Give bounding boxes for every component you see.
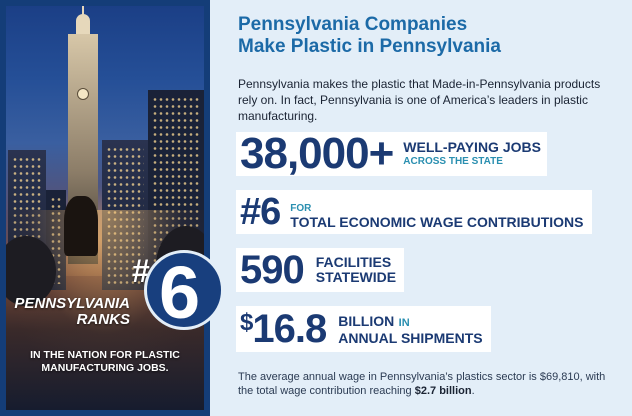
rank-badge: 6 bbox=[144, 250, 224, 334]
footnote-end: . bbox=[471, 385, 475, 397]
stat-shipments-label2: ANNUAL SHIPMENTS bbox=[338, 329, 483, 346]
stat-shipments-labels: BILLION IN ANNUAL SHIPMENTS bbox=[338, 313, 482, 346]
stat-rank-label1: FOR bbox=[290, 203, 312, 214]
tower-spire bbox=[82, 6, 84, 16]
wage-footnote: The average annual wage in Pennsylvania’… bbox=[238, 370, 618, 398]
stat-facilities-labels: FACILITIES STATEWIDE bbox=[316, 255, 396, 285]
stat-jobs-value: 38,000+ bbox=[240, 129, 394, 178]
rank-label-line2: RANKS bbox=[76, 311, 130, 328]
tree-left bbox=[6, 236, 56, 306]
stat-rank-labels: FOR TOTAL ECONOMIC WAGE CONTRIBUTIONS bbox=[290, 202, 583, 230]
rank-note: IN THE NATION FOR PLASTIC MANUFACTURING … bbox=[6, 349, 204, 375]
rank-label: PENNSYLVANIA RANKS bbox=[12, 296, 130, 328]
stat-shipments-label1: BILLION bbox=[338, 312, 395, 329]
title-line2: Make Plastic in Pennsylvania bbox=[238, 36, 501, 57]
clock-icon bbox=[77, 88, 89, 100]
rank-number: 6 bbox=[159, 251, 201, 334]
stat-shipments-value-wrap: $16.8 bbox=[240, 307, 327, 351]
stat-rank-value: #6 bbox=[240, 191, 281, 233]
rank-note-line1: IN THE NATION FOR PLASTIC bbox=[30, 349, 180, 361]
stat-shipments-label1-row: BILLION IN bbox=[338, 313, 482, 331]
stat-jobs-label1: WELL-PAYING JOBS bbox=[403, 139, 541, 155]
stat-rank: #6 FOR TOTAL ECONOMIC WAGE CONTRIBUTIONS bbox=[236, 190, 592, 234]
stat-facilities-label2: STATEWIDE bbox=[315, 269, 397, 285]
rank-note-line2: MANUFACTURING JOBS. bbox=[41, 362, 169, 374]
stat-rank-label2: TOTAL ECONOMIC WAGE CONTRIBUTIONS bbox=[290, 214, 584, 230]
stat-jobs-labels: WELL-PAYING JOBS ACROSS THE STATE bbox=[403, 140, 541, 168]
title-line1: Pennsylvania Companies bbox=[238, 14, 468, 35]
rank-label-line1: PENNSYLVANIA bbox=[14, 295, 130, 312]
stat-shipments-label1-suffix: IN bbox=[398, 316, 410, 329]
intro-paragraph: Pennsylvania makes the plastic that Made… bbox=[238, 77, 601, 123]
stat-jobs-label2: ACROSS THE STATE bbox=[403, 156, 503, 167]
stat-facilities: 590 FACILITIES STATEWIDE bbox=[236, 248, 405, 292]
stat-shipments: $16.8 BILLION IN ANNUAL SHIPMENTS bbox=[236, 306, 491, 352]
tower-dome bbox=[76, 14, 90, 38]
stat-jobs: 38,000+ WELL-PAYING JOBS ACROSS THE STAT… bbox=[236, 132, 547, 176]
footnote-text: The average annual wage in Pennsylvania’… bbox=[238, 371, 606, 397]
stat-shipments-value: 16.8 bbox=[252, 307, 327, 351]
page-title: Pennsylvania Companies Make Plastic in P… bbox=[238, 14, 618, 58]
footnote-highlight: $2.7 billion bbox=[414, 385, 472, 397]
stat-facilities-label1: FACILITIES bbox=[315, 254, 392, 270]
statue bbox=[64, 196, 98, 256]
stat-facilities-value: 590 bbox=[240, 248, 305, 292]
stat-shipments-prefix: $ bbox=[240, 309, 253, 336]
